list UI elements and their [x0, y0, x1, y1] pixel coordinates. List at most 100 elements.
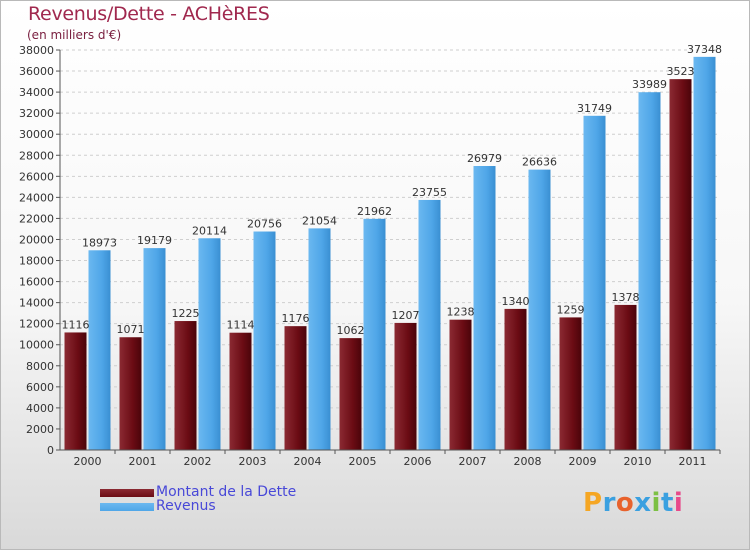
bar-revenue: [253, 231, 276, 450]
y-tick-label: 18000: [19, 255, 54, 268]
y-axis: 0 2000 4000 6000 8000 10000 12000 14000 16000 180…: [19, 44, 61, 457]
data-label-debt: 1225: [172, 307, 200, 320]
data-label-revenue: 23755: [412, 186, 447, 199]
x-axis: 2000 2001 2002 2003 2004 2005 2006 2007 2008 2009…: [60, 449, 721, 468]
y-tick-label: 20000: [19, 233, 54, 246]
bar-debt: [229, 332, 252, 450]
x-tick-label: 2009: [569, 455, 597, 468]
bar-revenue: [198, 238, 221, 450]
data-label-debt: 3523: [667, 65, 695, 78]
bar-revenue: [143, 248, 166, 450]
proxiti-logo: Proxiti: [583, 488, 683, 518]
data-label-revenue: 20114: [192, 224, 227, 237]
data-label-revenue: 18973: [82, 236, 117, 249]
y-tick-label: 22000: [19, 212, 54, 225]
y-tick-label: 12000: [19, 318, 54, 331]
bar-revenue: [308, 228, 331, 450]
data-label-debt: 1378: [612, 291, 640, 304]
data-label-revenue: 20756: [247, 218, 282, 231]
x-tick-label: 2002: [184, 455, 212, 468]
bar-revenue: [638, 92, 661, 450]
y-tick-label: 2000: [26, 423, 54, 436]
logo-letter: P: [583, 488, 603, 518]
legend-item-revenue: Revenus: [100, 498, 400, 515]
y-tick-label: 34000: [19, 86, 54, 99]
y-tick-label: 26000: [19, 170, 54, 183]
logo-letter: i: [673, 488, 684, 518]
bar-debt: [394, 322, 417, 450]
bar-debt: [339, 338, 362, 450]
legend-item-debt: Montant de la Dette: [100, 484, 400, 501]
x-tick-label: 2000: [74, 455, 102, 468]
logo-letter: t: [660, 488, 674, 518]
logo-letter: i: [651, 488, 661, 518]
data-label-revenue: 19179: [137, 234, 172, 247]
bar-debt: [174, 321, 197, 450]
logo-letter: x: [634, 488, 652, 518]
bars: [64, 56, 716, 451]
bar-debt: [64, 332, 87, 450]
bar-debt: [504, 308, 527, 450]
grid: [60, 49, 720, 451]
chart-title: Revenus/Dette - ACHèRES: [28, 3, 270, 25]
y-tick-label: 0: [47, 444, 54, 457]
y-tick-label: 24000: [19, 191, 54, 204]
data-label-debt: 1114: [227, 319, 255, 332]
data-label-revenue: 33989: [632, 78, 667, 91]
data-label-revenue: 37348: [687, 43, 722, 56]
x-tick-label: 2001: [129, 455, 157, 468]
data-labels: 1116 18973 1071 19179 1225 20114 1114 20756 1176…: [62, 43, 723, 337]
data-label-debt: 1062: [337, 324, 365, 337]
bar-debt: [119, 337, 142, 450]
y-tick-label: 32000: [19, 107, 54, 120]
bar-revenue: [583, 115, 606, 451]
y-tick-label: 28000: [19, 149, 54, 162]
data-label-revenue: 26979: [467, 152, 502, 165]
chart-subtitle: (en milliers d'€): [27, 28, 122, 42]
data-label-debt: 1238: [447, 306, 475, 319]
x-tick-label: 2005: [349, 455, 377, 468]
y-tick-label: 8000: [26, 360, 54, 373]
y-tick-label: 38000: [19, 44, 54, 57]
legend-swatch-debt: [100, 489, 154, 497]
bar-debt: [559, 317, 582, 450]
data-label-debt: 1259: [557, 303, 585, 316]
data-label-revenue: 21962: [357, 205, 392, 218]
bar-debt: [284, 326, 307, 450]
x-tick-label: 2003: [239, 455, 267, 468]
y-tick-label: 36000: [19, 65, 54, 78]
data-label-revenue: 21054: [302, 214, 337, 227]
x-tick-label: 2004: [294, 455, 322, 468]
y-tick-label: 16000: [19, 276, 54, 289]
y-tick-label: 6000: [26, 381, 54, 394]
legend-swatch-revenue: [100, 503, 154, 511]
bar-revenue: [418, 199, 441, 450]
bar-revenue: [88, 250, 111, 450]
bar-debt: [449, 319, 472, 450]
bar-revenue: [473, 166, 496, 450]
bar-revenue: [363, 218, 386, 450]
data-label-debt: 1116: [62, 318, 90, 331]
x-tick-label: 2011: [679, 455, 707, 468]
legend-label-debt: Montant de la Dette: [156, 484, 297, 500]
x-tick-label: 2007: [459, 455, 487, 468]
y-tick-label: 14000: [19, 297, 54, 310]
data-label-revenue: 26636: [522, 156, 557, 169]
logo-letter: r: [602, 488, 616, 518]
data-label-debt: 1340: [502, 295, 530, 308]
y-tick-label: 30000: [19, 128, 54, 141]
x-tick-label: 2010: [624, 455, 652, 468]
y-tick-label: 10000: [19, 339, 54, 352]
data-label-debt: 1071: [117, 323, 145, 336]
bar-revenue: [693, 56, 716, 450]
data-label-debt: 1176: [282, 312, 310, 325]
x-tick-label: 2006: [404, 455, 432, 468]
x-tick-label: 2008: [514, 455, 542, 468]
y-tick-label: 4000: [26, 402, 54, 415]
legend-label-revenue: Revenus: [156, 498, 216, 514]
data-label-revenue: 31749: [577, 102, 612, 115]
bar-debt: [614, 304, 637, 450]
bar-debt: [669, 79, 692, 450]
logo-letter: o: [615, 488, 635, 518]
